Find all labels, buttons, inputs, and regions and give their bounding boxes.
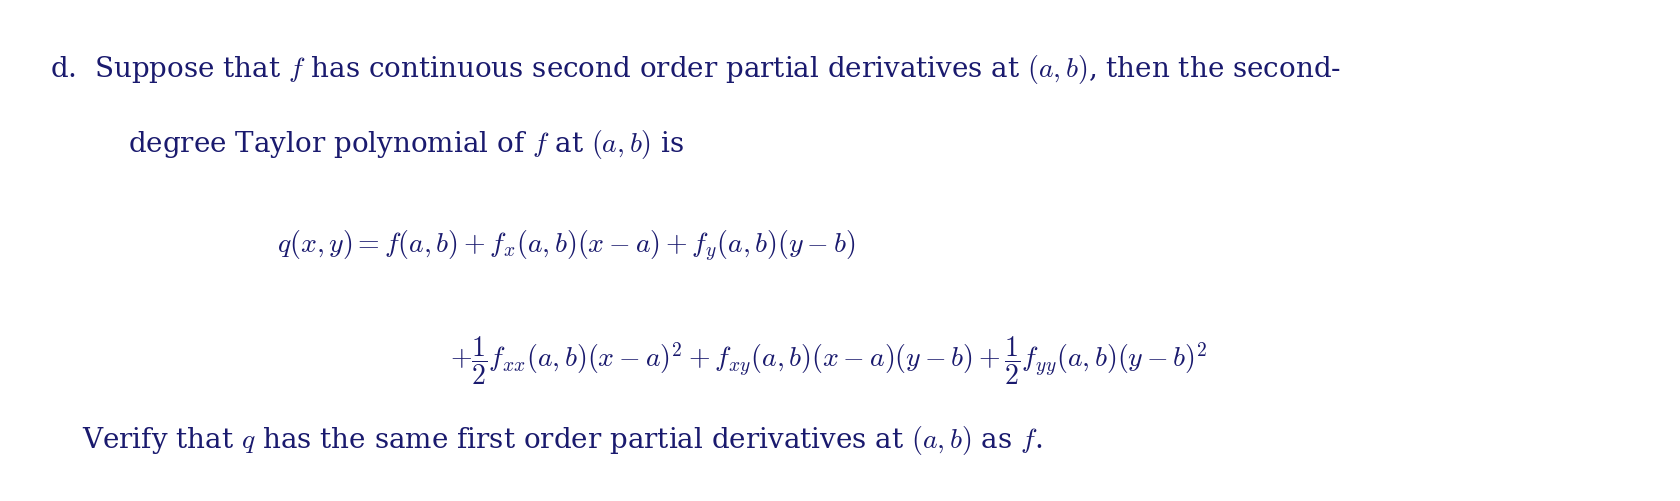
Text: degree Taylor polynomial of $f$ at $(a, b)$ is: degree Taylor polynomial of $f$ at $(a, … [128,128,684,161]
Text: $+ \dfrac{1}{2}f_{xx}(a, b)(x - a)^2 + f_{xy}(a, b)(x - a)(y - b) + \dfrac{1}{2}: $+ \dfrac{1}{2}f_{xx}(a, b)(x - a)^2 + f… [450,333,1208,386]
Text: d.  Suppose that $f$ has continuous second order partial derivatives at $(a, b)$: d. Suppose that $f$ has continuous secon… [50,53,1341,86]
Text: Verify that $q$ has the same first order partial derivatives at $(a, b)$ as $f$.: Verify that $q$ has the same first order… [82,423,1043,456]
Text: $q(x, y) = f(a, b) + f_x(a, b)(x - a) + f_y(a, b)(y - b)$: $q(x, y) = f(a, b) + f_x(a, b)(x - a) + … [277,228,855,263]
